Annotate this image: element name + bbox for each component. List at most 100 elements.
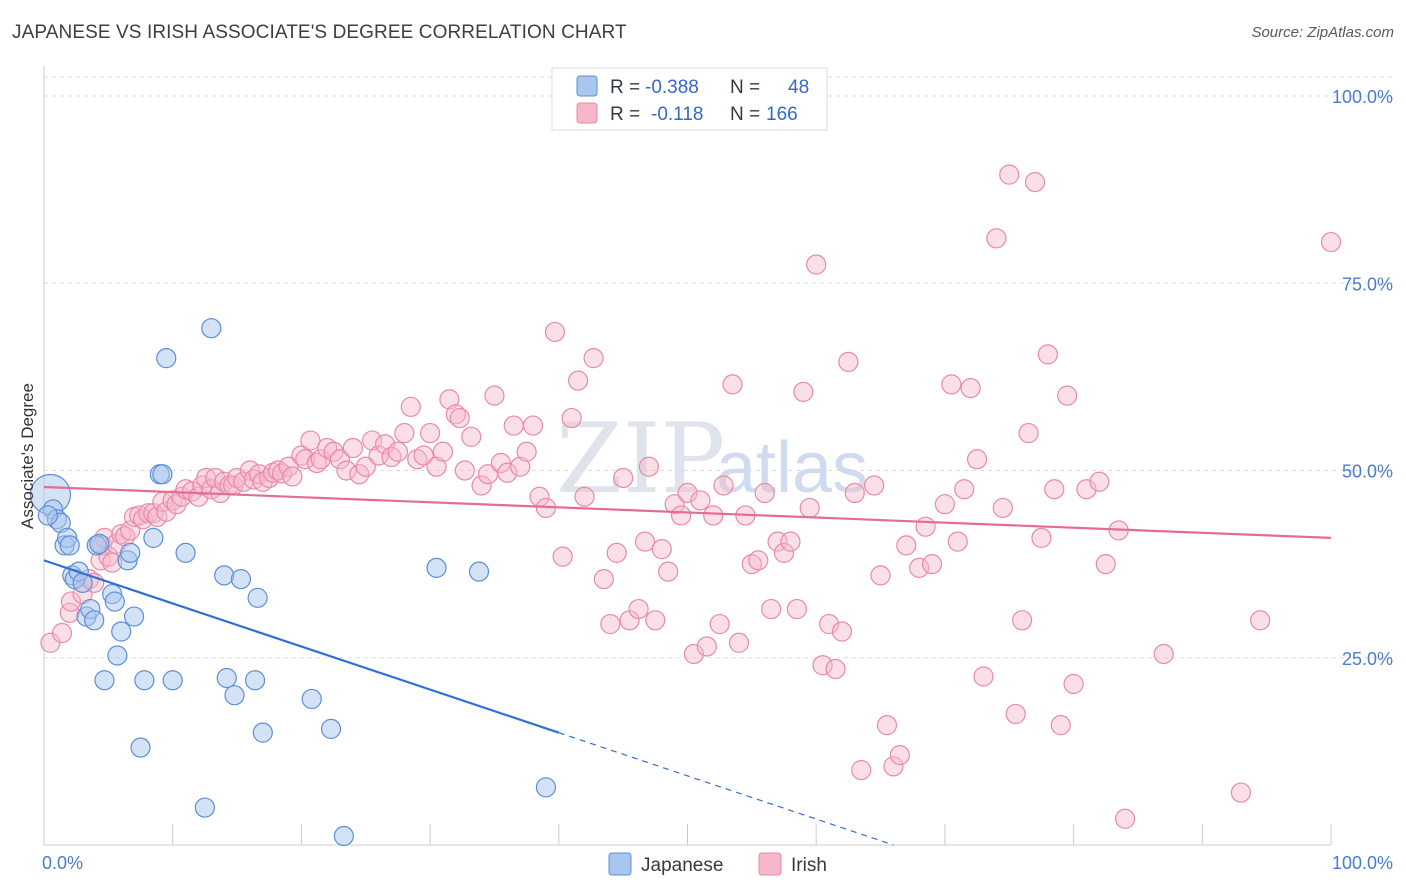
x-tick-label-1: 100.0% — [1332, 853, 1393, 873]
irish-point — [825, 658, 846, 680]
y-tick-label-0: 25.0% — [1342, 649, 1393, 669]
irish-point — [593, 569, 614, 590]
japanese-point — [59, 535, 80, 556]
japanese-point — [156, 348, 177, 369]
irish-point — [934, 494, 956, 515]
japanese-point — [104, 591, 125, 612]
irish-point — [786, 598, 807, 620]
legend-r-label-irish: R = — [610, 104, 640, 125]
irish-point — [1037, 344, 1058, 365]
irish-point — [838, 351, 859, 372]
japanese-point — [162, 670, 183, 691]
x-tick-label-0: 0.0% — [42, 853, 83, 873]
irish-point — [634, 531, 656, 552]
irish-point — [368, 445, 389, 466]
irish-point — [1024, 172, 1046, 193]
y-tick-label-1: 50.0% — [1342, 462, 1393, 482]
japanese-point — [175, 542, 196, 563]
irish-point — [1089, 471, 1110, 492]
irish-point — [915, 516, 936, 537]
irish-point — [522, 415, 544, 436]
bottom-legend: Japanese Irish — [608, 852, 827, 876]
japanese-point — [130, 737, 151, 758]
watermark-atlas: atlas — [716, 428, 868, 508]
japanese-point — [120, 542, 141, 563]
irish-point — [973, 666, 994, 687]
japanese-point — [89, 533, 110, 555]
irish-point — [1005, 703, 1026, 725]
legend-r-label-japanese: R = — [610, 77, 640, 98]
bottom-legend-label-irish: Irish — [791, 855, 827, 876]
irish-point — [709, 613, 730, 635]
japanese-point — [123, 606, 145, 627]
irish-point — [413, 445, 434, 466]
irish-point — [552, 546, 573, 567]
irish-point — [120, 520, 141, 541]
irish-point — [51, 622, 73, 644]
legend-n-label-japanese: N = — [730, 77, 760, 98]
irish-point — [1076, 479, 1097, 500]
irish-point — [574, 486, 595, 507]
trend-lines — [43, 485, 1332, 846]
irish-point — [883, 756, 904, 777]
irish-point — [490, 452, 511, 474]
irish-point — [947, 531, 968, 552]
irish-point — [484, 385, 505, 406]
irish-point — [420, 422, 441, 444]
japanese-point — [320, 718, 342, 740]
japanese-point — [216, 667, 237, 689]
irish-point — [773, 542, 795, 563]
irish-point — [703, 505, 724, 526]
irish-trend-line — [43, 485, 1332, 540]
japanese-point — [333, 825, 354, 847]
irish-point — [226, 467, 248, 489]
legend-swatch-japanese — [576, 75, 598, 97]
irish-point — [454, 460, 475, 481]
irish-point — [400, 396, 421, 417]
irish-point — [683, 643, 705, 665]
irish-point — [282, 466, 303, 487]
irish-point — [1050, 715, 1071, 736]
irish-point — [306, 452, 327, 474]
irish-point — [941, 374, 962, 395]
japanese-point — [201, 318, 222, 339]
irish-point — [544, 321, 566, 343]
irish-point — [818, 613, 840, 635]
irish-point — [889, 745, 910, 766]
japanese-point — [84, 610, 105, 631]
irish-point — [516, 441, 537, 462]
irish-point — [300, 430, 321, 451]
irish-point — [583, 348, 604, 369]
japanese-point — [252, 722, 273, 743]
irish-point — [628, 598, 649, 620]
irish-point — [960, 378, 981, 399]
irish-point — [658, 561, 679, 582]
irish-point — [1230, 782, 1252, 803]
irish-point — [638, 456, 659, 477]
japanese-trend-line — [43, 559, 560, 734]
irish-point — [600, 613, 621, 635]
irish-point — [471, 475, 492, 496]
irish-point — [561, 407, 582, 429]
irish-point — [355, 456, 376, 477]
irish-point — [342, 437, 363, 459]
irish-point — [1320, 231, 1342, 253]
y-tick-label-2: 75.0% — [1342, 274, 1393, 294]
irish-point — [295, 449, 316, 470]
irish-point — [1018, 422, 1039, 444]
irish-point — [831, 621, 853, 642]
irish-point — [966, 449, 988, 470]
irish-point — [497, 462, 518, 483]
irish-point — [317, 437, 338, 459]
legend-n-value-irish: 166 — [766, 104, 798, 125]
irish-point — [445, 404, 466, 425]
japanese-trend-extension — [558, 732, 894, 846]
irish-point — [407, 449, 428, 470]
irish-point — [844, 482, 865, 504]
irish-point — [754, 482, 775, 504]
irish-point — [799, 497, 820, 519]
irish-point — [921, 554, 943, 575]
bottom-legend-swatch-irish — [758, 852, 782, 876]
bottom-legend-label-japanese: Japanese — [641, 855, 723, 876]
japanese-point — [107, 645, 128, 666]
